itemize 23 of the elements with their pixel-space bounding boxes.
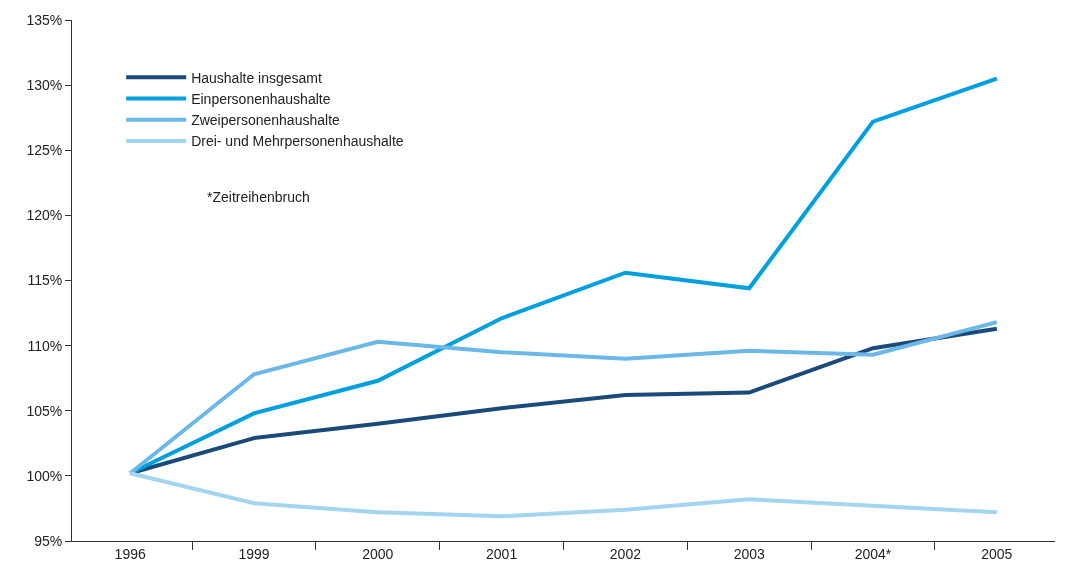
x-tick-label: 2004* — [854, 545, 892, 562]
y-tick-label: 110% — [27, 337, 63, 354]
y-tick-label: 95% — [34, 532, 63, 549]
legend-label: Haushalte insgesamt — [191, 69, 322, 86]
legend-label: Zweipersonenhaushalte — [191, 112, 341, 129]
x-tick-label: 1999 — [238, 545, 270, 562]
legend-label: Einpersonenhaushalte — [191, 90, 331, 107]
y-tick-label: 100% — [26, 467, 63, 484]
y-tick-label: 130% — [26, 77, 63, 94]
x-tick-label: 2001 — [486, 545, 518, 562]
y-tick-label: 105% — [26, 402, 63, 419]
x-tick-label: 1996 — [114, 545, 146, 562]
legend-label: Drei- und Mehrpersonenhaushalte — [191, 133, 404, 150]
y-tick-label: 135% — [26, 11, 63, 28]
y-tick-label: 115% — [27, 272, 63, 289]
y-tick-label: 125% — [26, 142, 63, 159]
x-tick-label: 2000 — [362, 545, 394, 562]
line-series — [128, 471, 999, 519]
x-tick-label: 2005 — [981, 545, 1013, 562]
x-tick-label: 2002 — [609, 545, 642, 562]
y-tick-label: 120% — [26, 207, 63, 224]
annotation: *Zeitreihenbruch — [207, 189, 310, 205]
x-tick-label: 2003 — [733, 545, 765, 562]
